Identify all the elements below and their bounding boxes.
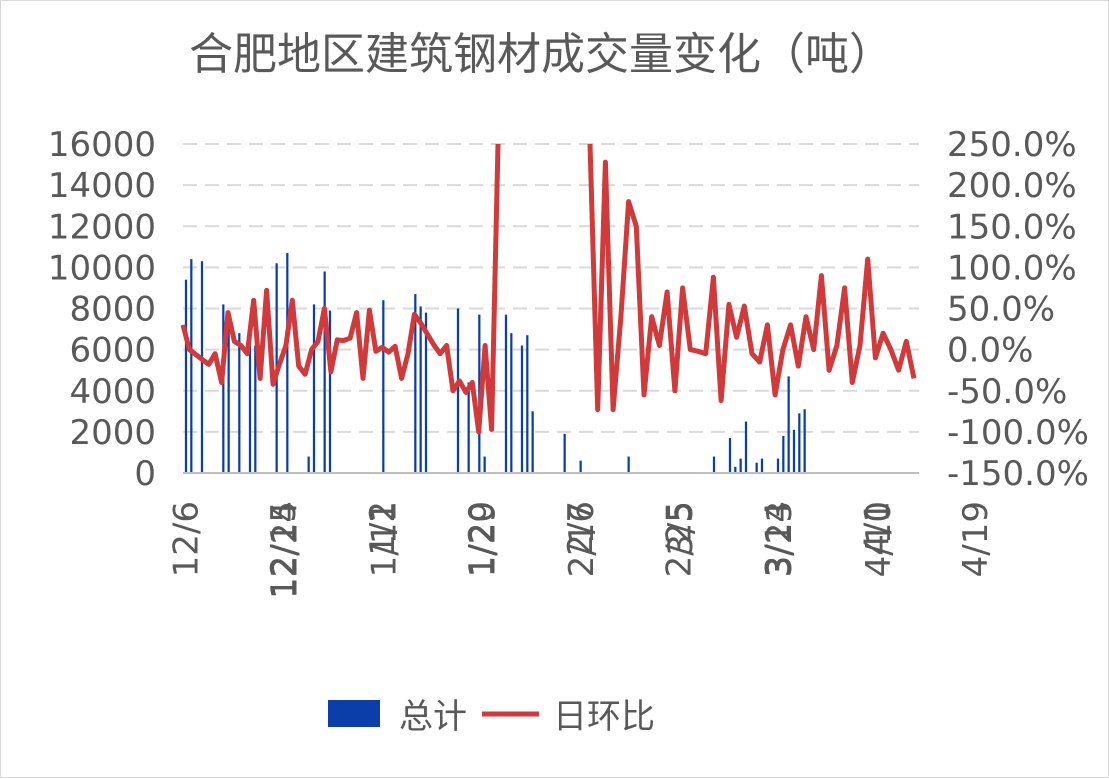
- bar: [248, 322, 252, 473]
- y-right-tick-label: 100.0%: [947, 248, 1077, 288]
- y-right-tick-label: 200.0%: [947, 166, 1077, 206]
- legend-line-label: 日环比: [553, 697, 655, 737]
- y-right-tick-label: 250.0%: [947, 125, 1077, 165]
- y-right-tick-label: 50.0%: [947, 290, 1055, 330]
- y-right-tick-label: -100.0%: [947, 413, 1089, 453]
- y-right-tick-label: 0.0%: [947, 331, 1033, 371]
- y-left-tick-label: 2000: [69, 413, 156, 453]
- bar: [798, 413, 801, 473]
- bar: [504, 314, 508, 473]
- bar: [328, 310, 332, 473]
- y-left-tick-label: 14000: [48, 166, 156, 206]
- bar: [563, 433, 566, 473]
- bar: [323, 271, 326, 473]
- x-tick-label: 3/5: [661, 501, 701, 556]
- bar: [755, 462, 758, 473]
- y-left-tick-label: 4000: [69, 372, 156, 412]
- x-tick-label: 4/10: [859, 501, 899, 577]
- x-tick-label: 12/24: [266, 501, 306, 599]
- x-tick-label: 12/6: [167, 501, 207, 577]
- gridlines: [183, 143, 919, 433]
- x-tick-label: 1/29: [463, 501, 503, 577]
- bar: [782, 435, 785, 473]
- bar: [419, 306, 422, 473]
- bar: [803, 409, 806, 473]
- y-left-tick-label: 10000: [48, 248, 156, 288]
- bar: [467, 382, 470, 473]
- bar: [382, 300, 385, 473]
- x-tick-label: 4/1: [857, 501, 897, 556]
- x-tick-label: 1/11: [364, 501, 404, 577]
- bar: [414, 294, 417, 473]
- bar: [792, 429, 796, 473]
- y-left-tick-label: 0: [134, 454, 156, 494]
- bar: [760, 458, 764, 473]
- y-right-tick-label: -150.0%: [947, 454, 1089, 494]
- bar: [744, 421, 748, 473]
- legend-bar-swatch: [328, 700, 380, 727]
- bar: [286, 252, 289, 473]
- bar: [222, 304, 225, 473]
- bar: [200, 261, 204, 473]
- x-tick-label: 2/25: [660, 501, 700, 577]
- y-left-tick-label: 12000: [48, 207, 156, 247]
- y-right-tick-label: -50.0%: [947, 372, 1067, 412]
- x-tick-label: 2/16: [562, 501, 602, 577]
- bar: [787, 376, 790, 473]
- x-tick-label: 1/20: [462, 501, 502, 577]
- bar: [579, 460, 582, 473]
- bar: [307, 456, 310, 473]
- bar: [520, 345, 524, 473]
- x-tick-label: 2/7: [561, 501, 601, 556]
- bar: [776, 458, 780, 473]
- y-left-tick-label: 6000: [69, 331, 156, 371]
- bar: [739, 458, 742, 473]
- bar: [531, 411, 534, 473]
- bar: [526, 335, 529, 473]
- bar: [227, 310, 230, 473]
- bar: [456, 308, 460, 473]
- bar: [728, 438, 732, 473]
- x-tick-label: 4/19: [956, 501, 996, 577]
- x-tick-label: 1/2: [363, 501, 403, 556]
- bar: [712, 456, 716, 473]
- bar: [424, 312, 428, 473]
- bar: [510, 333, 513, 473]
- line-series-path: [180, 143, 917, 435]
- bar: [734, 466, 737, 473]
- y-right-tick-labels: -150.0%-100.0%-50.0%0.0%50.0%100.0%150.0…: [947, 125, 1089, 494]
- bar: [312, 304, 316, 473]
- bar: [627, 456, 630, 473]
- x-tick-label: 3/23: [760, 501, 800, 577]
- bar: [483, 456, 486, 473]
- y-left-tick-label: 8000: [69, 290, 156, 330]
- legend-bar-label: 总计: [399, 697, 467, 737]
- bar: [190, 259, 193, 473]
- legend: 总计 日环比: [328, 697, 655, 737]
- chart-title: 合肥地区建筑钢材成交量变化（吨）: [189, 29, 893, 80]
- x-tick-label: 12/15: [264, 501, 304, 599]
- y-right-tick-label: 150.0%: [947, 207, 1077, 247]
- bar: [254, 345, 257, 473]
- x-tick-label: 3/14: [759, 501, 799, 577]
- bar: [184, 279, 188, 473]
- y-left-tick-label: 16000: [48, 125, 156, 165]
- bar: [238, 333, 241, 473]
